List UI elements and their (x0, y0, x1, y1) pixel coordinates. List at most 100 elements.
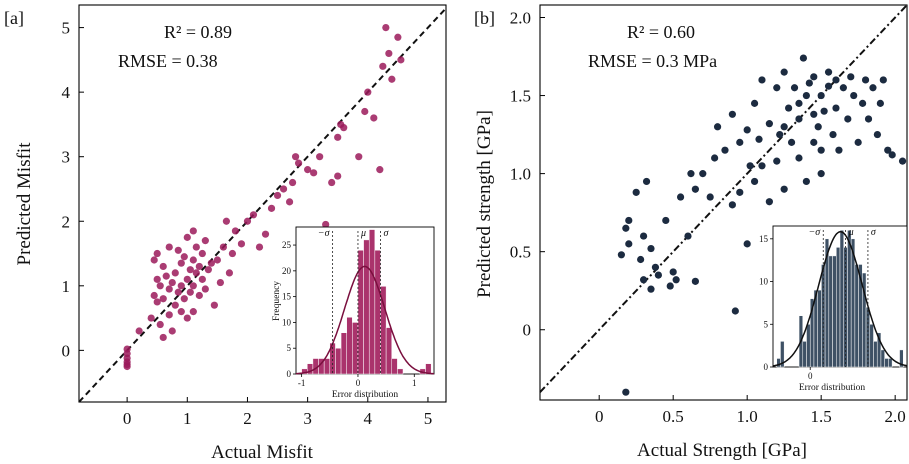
data-point (622, 224, 630, 232)
panel-a-inset-y-ticks: 0 5 10 15 20 25 (282, 240, 296, 379)
data-point (765, 120, 773, 128)
data-point (832, 76, 840, 84)
data-point (773, 84, 781, 92)
data-point (799, 54, 808, 62)
panel-b-rmse: RMSE = 0.3 MPa (588, 51, 717, 71)
data-point (617, 251, 625, 259)
data-point (186, 266, 194, 274)
data-point (780, 68, 788, 76)
data-point (174, 246, 182, 254)
data-point (394, 33, 402, 41)
fit-curve (772, 231, 908, 367)
data-point (817, 170, 825, 178)
data-point (379, 62, 387, 70)
data-point (795, 115, 803, 123)
data-point (824, 82, 833, 90)
panel-b-x-axis-label: Actual Strength [GPa] (637, 440, 807, 461)
y-tick-label: 0 (62, 341, 71, 360)
data-point (156, 320, 164, 329)
data-point (847, 73, 855, 81)
x-tick-label: 0 (123, 409, 132, 428)
data-point (255, 243, 264, 251)
data-point (237, 240, 246, 248)
stat-marker-label: σ (871, 227, 877, 238)
x-tick-label: 1.5 (811, 407, 832, 426)
data-point (210, 301, 218, 309)
panel-a-rmse: RMSE = 0.38 (118, 51, 218, 71)
histogram-bar (854, 264, 859, 368)
data-point (204, 266, 212, 274)
data-point (839, 84, 847, 92)
data-point (192, 269, 200, 277)
panel-a-y-ticks: 0 1 2 3 4 5 (62, 19, 84, 360)
data-point (869, 84, 877, 92)
data-point (691, 277, 699, 285)
inset-y-tick-label: 15 (759, 234, 769, 244)
histogram-bar (397, 368, 404, 375)
data-point (639, 232, 648, 240)
panel-b-inset-y-ticks: 0 5 10 15 (759, 234, 773, 372)
data-point (213, 256, 221, 264)
data-point (743, 126, 751, 134)
histogram-bar (899, 349, 904, 368)
inset-y-tick-label: 10 (282, 317, 292, 327)
histogram-bar (363, 239, 370, 375)
fit-curve (295, 265, 435, 375)
data-point (850, 91, 858, 100)
y-tick-label: 0 (523, 321, 532, 340)
data-point (159, 295, 167, 303)
data-point (291, 153, 300, 161)
panel-b-r2: R² = 0.60 (627, 22, 695, 42)
data-point (805, 79, 813, 87)
data-point (153, 275, 161, 283)
data-point (835, 146, 843, 154)
data-point (884, 146, 892, 154)
data-point (642, 177, 651, 186)
histogram-bar (352, 322, 359, 375)
data-point (198, 275, 206, 283)
panel-b-tag: [b] (474, 8, 495, 28)
panel-a-inset-curve (295, 265, 435, 375)
x-tick-label: 1.0 (737, 407, 758, 426)
data-point (183, 275, 191, 283)
panel-a-x-ticks: 0 1 2 3 4 5 (123, 397, 432, 428)
stat-marker-label: −σ (318, 228, 331, 239)
data-point (864, 115, 873, 123)
histogram-bar (880, 349, 885, 368)
data-point (780, 123, 788, 131)
data-point (123, 362, 131, 371)
data-point (222, 217, 231, 225)
data-point (261, 230, 270, 238)
histogram-bar (368, 229, 376, 375)
data-point (861, 76, 870, 84)
data-point (758, 162, 766, 170)
data-point (654, 271, 662, 279)
data-point (795, 99, 803, 107)
inset-y-tick-label: 25 (282, 240, 292, 250)
data-point (195, 291, 203, 300)
panel-a-r2: R² = 0.89 (164, 22, 232, 42)
data-point (758, 76, 766, 84)
x-tick-label: 2 (243, 409, 252, 428)
histogram-bar (836, 247, 841, 368)
inset-x-tick-label: 1 (412, 378, 417, 388)
histogram-bar (335, 347, 342, 375)
data-point (189, 308, 197, 316)
data-point (773, 157, 781, 165)
data-point (162, 272, 170, 280)
data-point (168, 327, 176, 335)
panel-b-x-ticks: 0 0.5 1.0 1.5 2.0 (595, 395, 906, 426)
data-point (810, 138, 818, 146)
data-point (728, 201, 736, 209)
data-point (662, 216, 670, 225)
data-point (785, 104, 793, 112)
inset-x-tick-label: 0 (808, 371, 813, 381)
histogram-bar (391, 358, 398, 375)
data-point (810, 73, 818, 81)
data-point (201, 285, 209, 293)
data-point (168, 278, 176, 287)
y-tick-label: 1 (62, 277, 71, 296)
inset-x-tick-label: 0 (356, 378, 361, 388)
